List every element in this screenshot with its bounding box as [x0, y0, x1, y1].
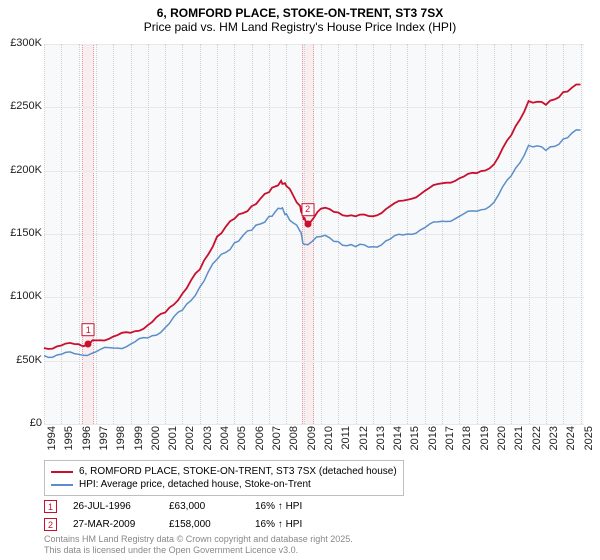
line-series-svg	[44, 44, 584, 424]
x-tick-label: 2018	[461, 426, 473, 456]
x-tick-label: 2025	[583, 426, 595, 456]
x-tick-label: 2016	[427, 426, 439, 456]
x-tick-label: 1997	[98, 426, 110, 456]
sale-price-1: £63,000	[169, 501, 239, 512]
legend-label-hpi: HPI: Average price, detached house, Stok…	[79, 479, 311, 490]
x-tick-label: 1996	[81, 426, 93, 456]
x-tick-label: 2011	[340, 426, 352, 456]
x-tick-label: 2005	[236, 426, 248, 456]
chart-title: 6, ROMFORD PLACE, STOKE-ON-TRENT, ST3 7S…	[0, 0, 600, 20]
x-tick-label: 2024	[565, 426, 577, 456]
x-tick-label: 2017	[444, 426, 456, 456]
sale-pct-2: 16% ↑ HPI	[255, 519, 302, 530]
x-tick-label: 2002	[184, 426, 196, 456]
chart-subtitle: Price paid vs. HM Land Registry's House …	[0, 20, 600, 38]
sale-badge-1: 1	[44, 500, 57, 513]
x-tick-label: 2006	[254, 426, 266, 456]
x-tick-label: 2023	[548, 426, 560, 456]
x-tick-label: 2003	[202, 426, 214, 456]
legend-swatch-subject	[51, 471, 73, 473]
x-tick-label: 2007	[271, 426, 283, 456]
sale-marker-badge: 2	[301, 203, 314, 216]
x-tick-label: 2012	[358, 426, 370, 456]
x-tick-label: 1995	[63, 426, 75, 456]
x-tick-label: 2010	[323, 426, 335, 456]
chart-plot-area: 12	[44, 44, 584, 424]
x-tick-label: 2004	[219, 426, 231, 456]
legend-label-subject: 6, ROMFORD PLACE, STOKE-ON-TRENT, ST3 7S…	[79, 466, 397, 477]
sale-badge-2: 2	[44, 518, 57, 531]
x-tick-label: 2013	[375, 426, 387, 456]
legend-item-hpi: HPI: Average price, detached house, Stok…	[51, 478, 397, 491]
sale-date-2: 27-MAR-2009	[73, 519, 153, 530]
y-tick-label: £200K	[2, 164, 42, 176]
sale-pct-1: 16% ↑ HPI	[255, 501, 302, 512]
legend-item-subject: 6, ROMFORD PLACE, STOKE-ON-TRENT, ST3 7S…	[51, 465, 397, 478]
y-tick-label: £100K	[2, 290, 42, 302]
x-tick-label: 2021	[513, 426, 525, 456]
footer-line-2: This data is licensed under the Open Gov…	[44, 545, 353, 556]
x-tick-label: 2022	[531, 426, 543, 456]
x-tick-label: 2001	[167, 426, 179, 456]
sale-marker-dot	[85, 341, 92, 348]
y-tick-label: £300K	[2, 37, 42, 49]
x-tick-label: 2020	[496, 426, 508, 456]
x-tick-label: 2014	[392, 426, 404, 456]
x-tick-label: 1999	[133, 426, 145, 456]
series-line	[44, 130, 581, 358]
sale-date-1: 26-JUL-1996	[73, 501, 153, 512]
sale-row-2: 2 27-MAR-2009 £158,000 16% ↑ HPI	[44, 518, 302, 531]
x-tick-label: 2015	[409, 426, 421, 456]
footer-line-1: Contains HM Land Registry data © Crown c…	[44, 534, 353, 545]
footer-attribution: Contains HM Land Registry data © Crown c…	[44, 534, 353, 557]
legend: 6, ROMFORD PLACE, STOKE-ON-TRENT, ST3 7S…	[44, 460, 404, 496]
x-tick-label: 2008	[288, 426, 300, 456]
x-tick-label: 1998	[115, 426, 127, 456]
series-line	[44, 85, 581, 350]
y-tick-label: £0	[2, 417, 42, 429]
sale-marker-dot	[304, 220, 311, 227]
sale-marker-badge: 1	[82, 323, 95, 336]
chart-container: 6, ROMFORD PLACE, STOKE-ON-TRENT, ST3 7S…	[0, 0, 600, 560]
sale-row-1: 1 26-JUL-1996 £63,000 16% ↑ HPI	[44, 500, 302, 513]
x-tick-label: 1994	[46, 426, 58, 456]
x-tick-label: 2000	[150, 426, 162, 456]
legend-swatch-hpi	[51, 484, 73, 486]
sale-price-2: £158,000	[169, 519, 239, 530]
y-tick-label: £50K	[2, 354, 42, 366]
y-tick-label: £150K	[2, 227, 42, 239]
x-tick-label: 2009	[306, 426, 318, 456]
y-tick-label: £250K	[2, 100, 42, 112]
x-tick-label: 2019	[479, 426, 491, 456]
